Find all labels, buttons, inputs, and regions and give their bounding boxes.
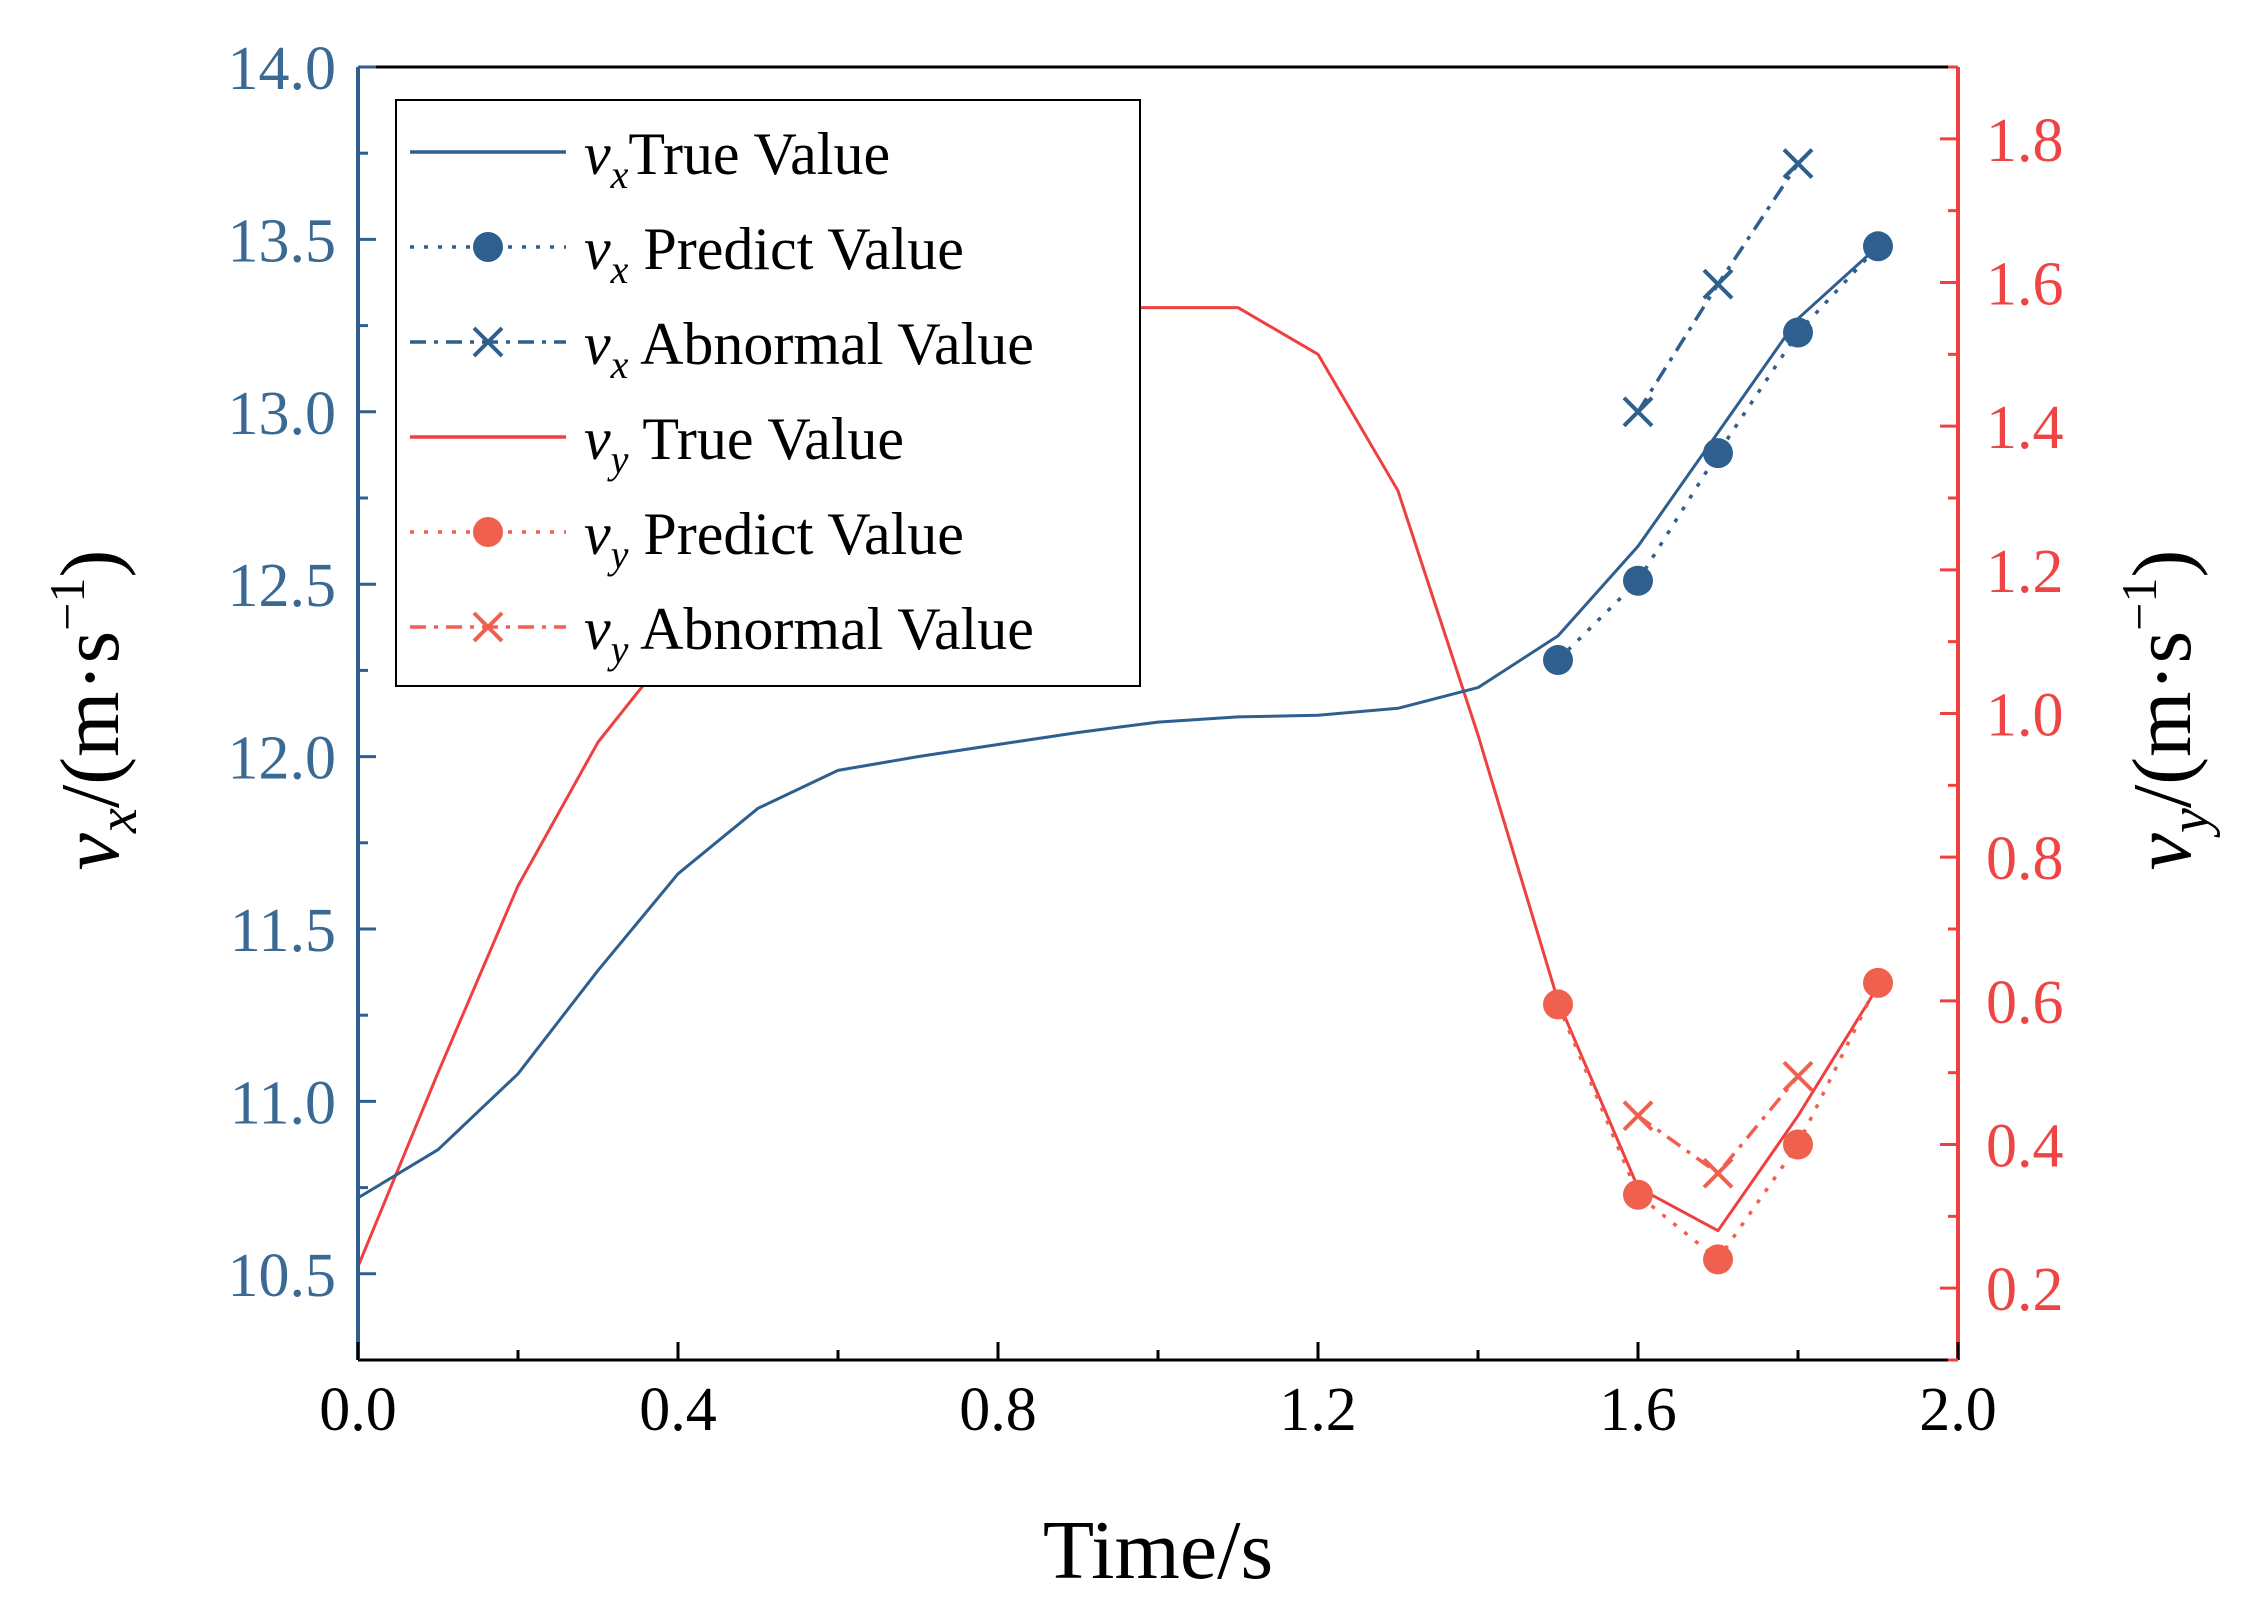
series-vx_true bbox=[358, 245, 1880, 1200]
legend-item-vx_abnormal: vx Abnormal Value bbox=[410, 311, 1034, 387]
series-vx_abnormal bbox=[1622, 148, 1814, 428]
y-left-tick-label: 13.5 bbox=[228, 207, 337, 275]
y-left-axis-title: vx/(m·s−1) bbox=[39, 550, 149, 871]
series-line-vx_true bbox=[358, 245, 1880, 1200]
legend-marker bbox=[472, 326, 504, 358]
data-point-vy_abnormal bbox=[1622, 1100, 1654, 1132]
legend: vxTrue Value vx Predict Value vx Abnormal … bbox=[395, 99, 1141, 687]
legend-marker bbox=[473, 517, 503, 547]
legend-label: vy True Value bbox=[584, 406, 904, 482]
data-point-vy_predict bbox=[1863, 967, 1893, 998]
data-point-vx_abnormal bbox=[1702, 268, 1734, 300]
x-axis-title: Time/s bbox=[1043, 1504, 1273, 1597]
data-point-vy_predict bbox=[1623, 1179, 1653, 1210]
x-tick-label: 0.0 bbox=[319, 1376, 397, 1444]
y-right-tick-label: 1.0 bbox=[1986, 682, 2064, 750]
legend-item-vy_true: vy True Value bbox=[410, 406, 904, 482]
legend-label: vx Abnormal Value bbox=[584, 311, 1034, 387]
legend-marker bbox=[473, 232, 503, 262]
data-point-vy_predict bbox=[1543, 989, 1573, 1020]
legend-marker bbox=[472, 611, 504, 643]
axis-titles: Time/s vx/(m·s−1) vy/(m·s−1) bbox=[39, 550, 2221, 1597]
y-right-tick-label: 1.4 bbox=[1986, 394, 2064, 462]
legend-item-vx_true: vxTrue Value bbox=[410, 121, 890, 197]
y-left-tick-label: 11.5 bbox=[230, 897, 336, 965]
y-left-tick-label: 13.0 bbox=[228, 380, 337, 448]
series-vy_predict bbox=[1543, 967, 1893, 1275]
y-right-tick-label: 0.2 bbox=[1986, 1256, 2064, 1324]
axes: 0.0 0.4 0.8 1.2 1.6 2.0 10.5 11.0 11.5 12.0 12.5 13… bbox=[228, 35, 2064, 1444]
data-point-vx_predict bbox=[1543, 645, 1573, 676]
data-point-vx_abnormal bbox=[1622, 396, 1654, 428]
y-left-tick-label: 14.0 bbox=[228, 35, 337, 103]
series-vx_predict bbox=[1543, 231, 1893, 676]
x-tick-label: 0.4 bbox=[639, 1376, 717, 1444]
legend-item-vy_predict: vy Predict Value bbox=[410, 501, 964, 577]
x-tick-label: 1.6 bbox=[1599, 1376, 1677, 1444]
data-point-vy_abnormal bbox=[1782, 1060, 1814, 1092]
y-left-tick-label: 12.5 bbox=[228, 552, 337, 620]
plot-area bbox=[358, 148, 1893, 1275]
legend-label: vy Abnormal Value bbox=[584, 596, 1034, 672]
data-point-vx_predict bbox=[1703, 438, 1733, 469]
y-left-tick-label: 12.0 bbox=[228, 725, 337, 793]
legend-item-vy_abnormal: vy Abnormal Value bbox=[410, 596, 1034, 672]
data-point-vx_predict bbox=[1863, 231, 1893, 262]
data-point-vy_predict bbox=[1703, 1244, 1733, 1275]
legend-label: vy Predict Value bbox=[584, 501, 964, 577]
legend-item-vx_predict: vx Predict Value bbox=[410, 216, 964, 292]
y-right-axis-title: vy/(m·s−1) bbox=[2111, 550, 2221, 871]
legend-box bbox=[395, 99, 1141, 687]
series-vy_abnormal bbox=[1622, 1060, 1814, 1189]
y-left-tick-label: 11.0 bbox=[230, 1069, 336, 1137]
y-right-tick-label: 1.2 bbox=[1986, 538, 2064, 606]
data-point-vy_abnormal bbox=[1702, 1157, 1734, 1189]
legend-label: vx Predict Value bbox=[584, 216, 964, 292]
y-right-tick-label: 0.6 bbox=[1986, 969, 2064, 1037]
x-tick-label: 1.2 bbox=[1279, 1376, 1357, 1444]
y-left-tick-label: 10.5 bbox=[228, 1242, 337, 1310]
y-right-tick-label: 0.4 bbox=[1986, 1113, 2064, 1181]
data-point-vx_predict bbox=[1783, 317, 1813, 348]
x-tick-label: 0.8 bbox=[959, 1376, 1037, 1444]
legend-label: vxTrue Value bbox=[584, 121, 890, 197]
data-point-vx_abnormal bbox=[1782, 148, 1814, 179]
y-right-tick-label: 1.6 bbox=[1986, 251, 2064, 319]
x-tick-label: 2.0 bbox=[1919, 1376, 1997, 1444]
data-point-vy_predict bbox=[1783, 1129, 1813, 1160]
y-right-tick-label: 1.8 bbox=[1986, 107, 2064, 175]
y-right-tick-label: 0.8 bbox=[1986, 825, 2064, 893]
data-point-vx_predict bbox=[1623, 565, 1653, 596]
